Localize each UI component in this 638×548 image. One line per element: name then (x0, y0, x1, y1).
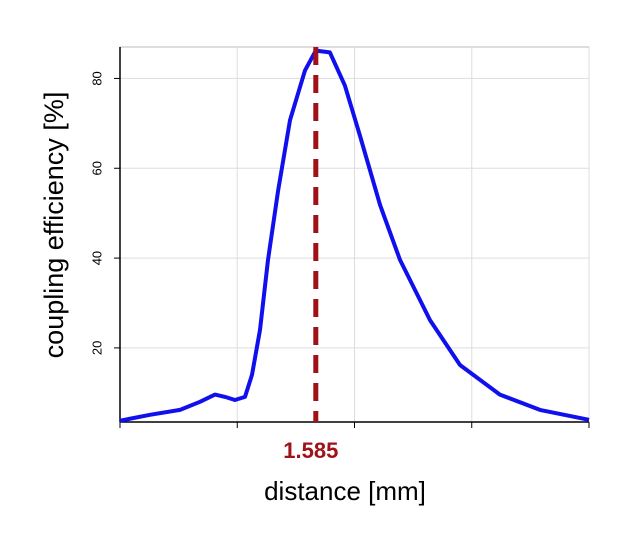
marker-label: 1.585 (283, 438, 338, 463)
y-tick-label: 60 (89, 161, 104, 175)
y-tick-label: 80 (89, 71, 104, 85)
y-tick-label: 20 (89, 341, 104, 355)
y-axis-label: coupling efficiency [%] (39, 92, 69, 359)
x-axis-label: distance [mm] (264, 476, 426, 506)
y-tick-label: 40 (89, 251, 104, 265)
data-line (119, 48, 590, 423)
